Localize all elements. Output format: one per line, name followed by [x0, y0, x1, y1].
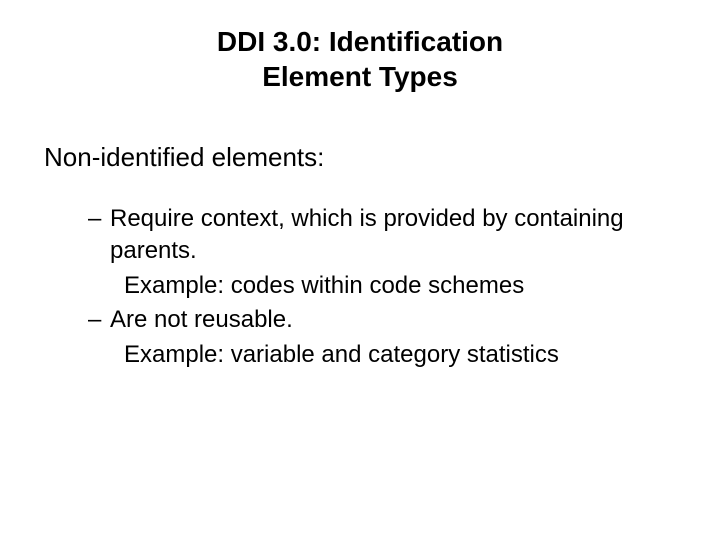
section-header: Non-identified elements: [44, 142, 680, 173]
bullet-item-2: Are not reusable. [88, 304, 680, 336]
example-line-2: Example: variable and category statistic… [124, 339, 680, 371]
bullet-item-1: Require context, which is provided by co… [88, 203, 680, 268]
slide-title: DDI 3.0: Identification Element Types [40, 24, 680, 94]
bullet-list-2: Are not reusable. [88, 304, 680, 336]
example-line-1: Example: codes within code schemes [124, 270, 680, 302]
title-line-1: DDI 3.0: Identification [217, 26, 503, 57]
title-line-2: Element Types [262, 61, 458, 92]
bullet-list: Require context, which is provided by co… [88, 203, 680, 268]
